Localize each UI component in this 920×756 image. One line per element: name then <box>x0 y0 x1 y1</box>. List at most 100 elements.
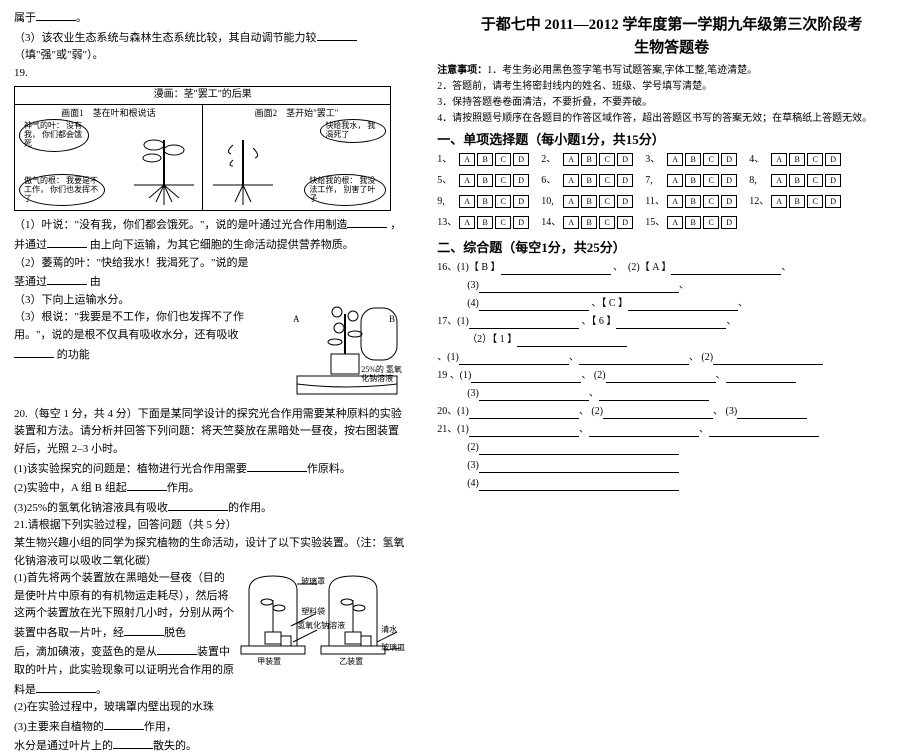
mc-number: 6、 <box>541 173 563 188</box>
option-box[interactable]: D <box>513 153 529 166</box>
option-box[interactable]: C <box>495 153 511 166</box>
option-box[interactable]: D <box>721 216 737 229</box>
mc-number: 1、 <box>437 152 459 167</box>
q18-3-hint: （填"强"或"弱"）。 <box>14 47 409 65</box>
bubble-text: 傲气的根： 我要是不工作， 你们也发挥不了 <box>24 176 98 203</box>
option-box[interactable]: A <box>563 195 579 208</box>
option-box[interactable]: D <box>617 195 633 208</box>
q20-3: (3)25%的氢氧化钠溶液具有吸收的作用。 <box>14 498 409 518</box>
option-box[interactable]: A <box>459 174 475 187</box>
option-box[interactable]: C <box>495 174 511 187</box>
mc-number: 13、 <box>437 215 459 230</box>
option-box[interactable]: D <box>617 174 633 187</box>
option-box[interactable]: B <box>789 153 805 166</box>
option-box[interactable]: B <box>581 216 597 229</box>
mc-item: 13、ABCD <box>437 215 531 230</box>
text: (2) <box>701 352 713 363</box>
option-box[interactable]: A <box>667 216 683 229</box>
option-box[interactable]: C <box>599 195 615 208</box>
option-box[interactable]: D <box>721 195 737 208</box>
option-box[interactable]: B <box>477 153 493 166</box>
option-box[interactable]: A <box>563 174 579 187</box>
q18-1: 、(1)、、 (2) <box>437 350 906 365</box>
option-box[interactable]: B <box>581 174 597 187</box>
option-box[interactable]: C <box>495 195 511 208</box>
option-box[interactable]: C <box>807 195 823 208</box>
comic-header: 漫画：茎"罢工"的后果 <box>15 87 390 105</box>
q19-1: （1）叶说："没有我，你们都会饿死。"，说的是叶通过光合作用制造 ，并通过 由上… <box>14 215 409 254</box>
option-box[interactable]: D <box>721 174 737 187</box>
option-box[interactable]: A <box>459 216 475 229</box>
text: （3）根说："我要是不工作，你们也发挥不了作用。"，说的是根不仅具有吸收水分，还… <box>14 311 244 341</box>
label: 氢氧化钠溶液 <box>297 622 345 630</box>
blank <box>14 345 54 358</box>
option-box[interactable]: A <box>667 174 683 187</box>
notice-head: 注意事项：1．考生务必用黑色签字笔书写试题答案,字体工整,笔迹清楚。 <box>437 63 906 78</box>
option-box[interactable]: A <box>667 195 683 208</box>
blank <box>469 407 579 419</box>
notice-2: 2．答题前，请考生将密封线内的姓名、班级、学号填写清楚。 <box>437 79 906 94</box>
option-box[interactable]: C <box>495 216 511 229</box>
option-box[interactable]: C <box>599 216 615 229</box>
option-box[interactable]: D <box>825 195 841 208</box>
label: 清水 <box>381 624 397 637</box>
option-box[interactable]: A <box>771 174 787 187</box>
option-box[interactable]: A <box>459 195 475 208</box>
option-box[interactable]: B <box>685 216 701 229</box>
mc-number: 14、 <box>541 215 563 230</box>
q17-1: 17、(1) 、【 6 】、 <box>437 314 906 329</box>
blank <box>628 299 738 311</box>
option-box[interactable]: A <box>459 153 475 166</box>
text: 属于 <box>14 12 36 24</box>
blank <box>726 371 796 383</box>
option-box[interactable]: A <box>771 153 787 166</box>
option-box[interactable]: C <box>703 174 719 187</box>
option-box[interactable]: C <box>599 174 615 187</box>
option-box[interactable]: B <box>581 195 597 208</box>
option-box[interactable]: B <box>685 195 701 208</box>
option-box[interactable]: B <box>789 195 805 208</box>
option-box[interactable]: C <box>703 153 719 166</box>
option-box[interactable]: C <box>703 216 719 229</box>
option-box[interactable]: D <box>513 195 529 208</box>
mc-item: 7,ABCD <box>645 173 739 188</box>
option-box[interactable]: B <box>685 153 701 166</box>
text: 的作用。 <box>228 502 272 514</box>
option-box[interactable]: C <box>703 195 719 208</box>
option-box[interactable]: C <box>599 153 615 166</box>
option-box[interactable]: D <box>721 153 737 166</box>
blank <box>517 335 627 347</box>
option-box[interactable]: D <box>513 174 529 187</box>
option-box[interactable]: B <box>789 174 805 187</box>
text: (2)实验中，A 组 B 组起 <box>14 482 127 494</box>
section-1-title: 一、单项选择题（每小题1分，共15分） <box>437 130 906 150</box>
blank <box>124 623 164 636</box>
option-box[interactable]: C <box>807 153 823 166</box>
comic-panel-2: 画面2 茎开始"罢工" 快给我水， 我渴死了 快给我的根： 我没法工作， 别害了… <box>203 105 391 210</box>
blank <box>479 281 679 293</box>
text: (4) <box>467 478 479 489</box>
option-box[interactable]: B <box>581 153 597 166</box>
option-box[interactable]: D <box>825 153 841 166</box>
option-box[interactable]: B <box>685 174 701 187</box>
option-box[interactable]: A <box>563 216 579 229</box>
q20-1: (1)该实验探究的问题是：植物进行光合作用需要作原料。 <box>14 459 409 479</box>
option-box[interactable]: C <box>807 174 823 187</box>
blank <box>469 317 579 329</box>
mc-number: 7, <box>645 173 667 188</box>
text: (1)该实验探究的问题是：植物进行光合作用需要 <box>14 463 247 475</box>
option-box[interactable]: A <box>563 153 579 166</box>
option-box[interactable]: A <box>667 153 683 166</box>
option-box[interactable]: B <box>477 195 493 208</box>
mc-number: 9, <box>437 194 459 209</box>
option-box[interactable]: D <box>513 216 529 229</box>
text: （2）萎蔫的叶："快给我水！我渴死了。"说的是 <box>14 257 248 269</box>
option-box[interactable]: B <box>477 174 493 187</box>
option-box[interactable]: D <box>825 174 841 187</box>
option-box[interactable]: D <box>617 216 633 229</box>
option-box[interactable]: D <box>617 153 633 166</box>
option-box[interactable]: A <box>771 195 787 208</box>
mc-item: 4、ABCD <box>749 152 843 167</box>
exam-subtitle: 生物答题卷 <box>437 37 906 60</box>
option-box[interactable]: B <box>477 216 493 229</box>
